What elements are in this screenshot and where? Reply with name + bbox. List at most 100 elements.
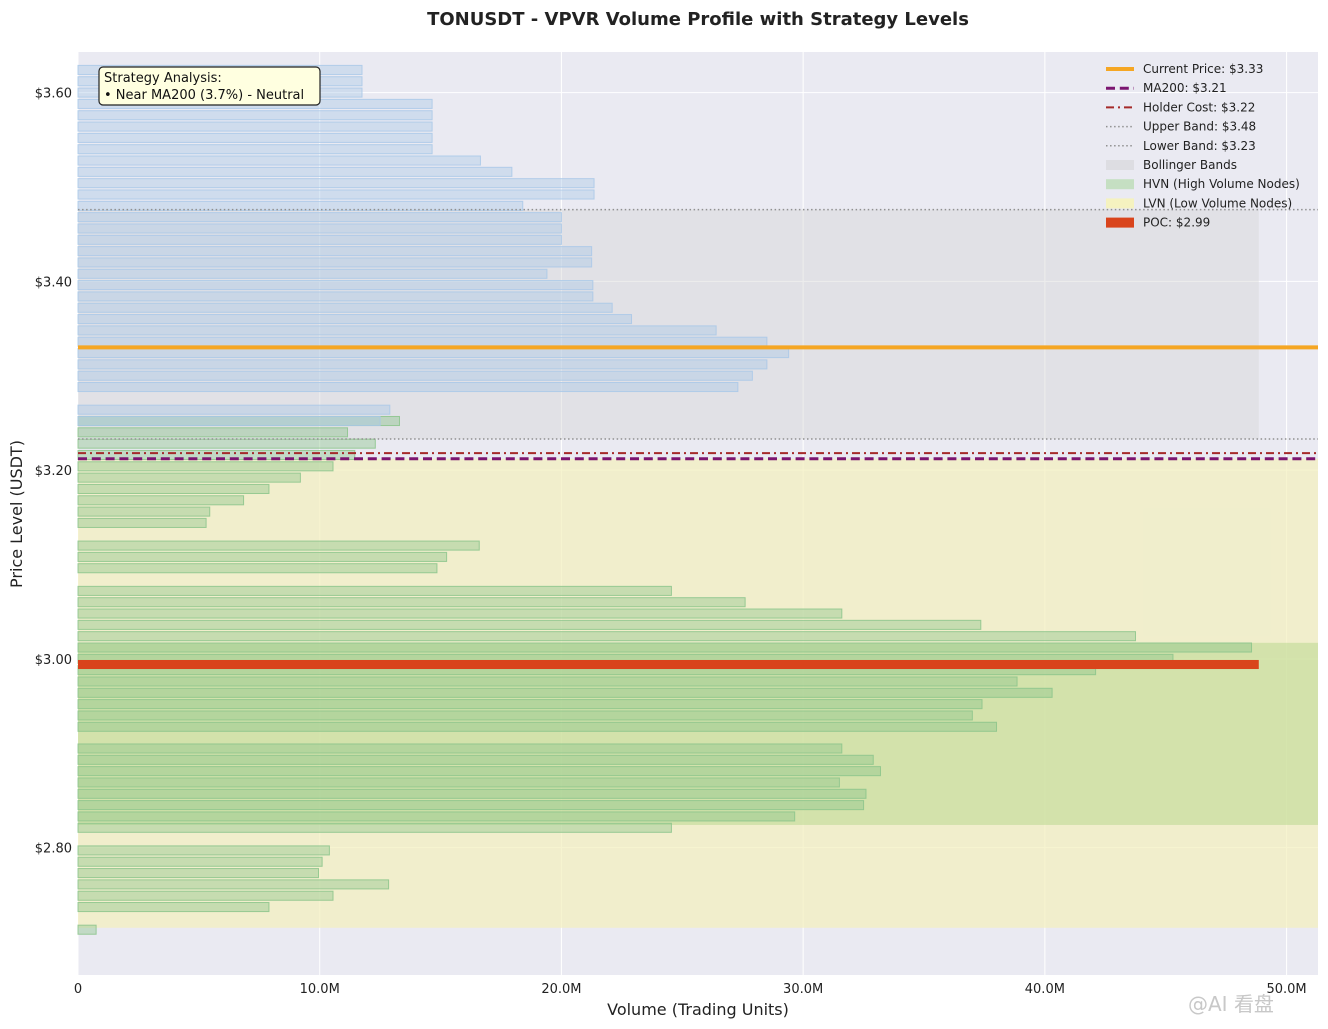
bar-0-34	[77, 483, 270, 494]
legend-label-6: HVN (High Volume Nodes)	[1143, 177, 1300, 191]
x-tick-label-3: 30.0M	[783, 982, 823, 997]
bar-0-25	[77, 608, 843, 619]
bar-0-16	[77, 710, 973, 721]
bar-0-33	[77, 495, 245, 506]
bar-0-24	[77, 619, 982, 630]
y-tick-label-0: $2.80	[35, 842, 72, 857]
bar-1-2	[77, 382, 739, 393]
bar-1-0	[77, 415, 381, 427]
bar-1-10	[77, 291, 594, 302]
bar-0-2	[77, 890, 334, 901]
bar-1-15	[77, 234, 562, 245]
bar-0-22	[77, 642, 1253, 653]
strategy-annotation: Strategy Analysis: • Near MA200 (3.7%) -…	[98, 66, 321, 106]
watermark: @AI 看盘	[1188, 992, 1274, 1016]
bar-1-26	[77, 110, 433, 121]
bar-0-0	[77, 924, 97, 935]
legend-label-2: Holder Cost: $3.22	[1143, 100, 1255, 114]
bar-0-12	[77, 766, 881, 777]
bar-0-1	[77, 902, 270, 913]
bar-1-8	[77, 314, 633, 325]
bar-1-24	[77, 132, 433, 143]
bar-0-28	[77, 563, 438, 574]
bar-0-31	[77, 517, 207, 528]
legend-swatch-8	[1106, 217, 1134, 228]
bar-0-6	[77, 845, 330, 856]
bar-1-9	[77, 302, 613, 313]
y-tick-label-4: $3.60	[35, 87, 72, 102]
bar-0-13	[77, 754, 874, 765]
chart-title: TONUSDT - VPVR Volume Profile with Strat…	[427, 9, 969, 30]
y-tick-label-1: $3.00	[35, 653, 72, 668]
x-tick-label-1: 10.0M	[300, 982, 340, 997]
bar-1-20	[77, 178, 595, 189]
bar-0-10	[77, 788, 867, 799]
bar-0-30	[77, 540, 480, 551]
zones	[78, 209, 1318, 928]
bar-1-25	[77, 121, 433, 132]
axis-ticks: 0 10.0M 20.0M 30.0M 40.0M 50.0M $2.80 $3.00 $3.2…	[35, 87, 1307, 997]
y-axis-label: Price Level (USDT)	[7, 440, 26, 588]
legend-label-5: Bollinger Bands	[1143, 158, 1237, 172]
bar-0-3	[77, 879, 390, 890]
bar-1-18	[77, 200, 524, 211]
legend-swatch-6	[1106, 179, 1134, 190]
bar-1-11	[77, 280, 594, 291]
bar-0-17	[77, 699, 983, 710]
bar-0-9	[77, 800, 865, 811]
bar-0-36	[77, 461, 334, 472]
legend: Current Price: $3.33 MA200: $3.21 Holder C…	[1106, 62, 1300, 230]
poc-bar	[78, 659, 1259, 670]
bar-1-7	[77, 325, 717, 336]
legend-label-8: POC: $2.99	[1143, 216, 1210, 230]
legend-label-3: Upper Band: $3.48	[1143, 120, 1256, 134]
bar-0-8	[77, 811, 796, 822]
bar-0-35	[77, 472, 301, 483]
legend-label-7: LVN (Low Volume Nodes)	[1143, 196, 1292, 210]
price-levels	[78, 208, 1318, 461]
x-axis-label: Volume (Trading Units)	[607, 1000, 789, 1019]
bar-1-6	[77, 336, 768, 347]
legend-swatch-5	[1106, 160, 1134, 170]
bar-1-16	[77, 223, 562, 234]
bar-0-19	[77, 676, 1018, 687]
annotation-line-2: • Near MA200 (3.7%) - Neutral	[104, 88, 304, 103]
bar-0-27	[77, 585, 672, 596]
bar-0-14	[77, 743, 843, 754]
bar-1-4	[77, 359, 768, 370]
bar-0-32	[77, 506, 211, 517]
bar-1-23	[77, 144, 433, 155]
bar-0-5	[77, 856, 323, 867]
bar-1-19	[77, 189, 595, 200]
bar-1-3	[77, 370, 753, 381]
bar-1-22	[77, 155, 481, 166]
x-tick-label-5: 50.0M	[1266, 982, 1306, 997]
zone-2	[78, 642, 1318, 825]
annotation-box	[98, 66, 321, 106]
zone-0	[78, 209, 1259, 439]
x-tick-label-4: 40.0M	[1025, 982, 1065, 997]
bar-0-29	[77, 551, 448, 562]
legend-label-0: Current Price: $3.33	[1143, 62, 1263, 76]
bar-1-14	[77, 246, 593, 257]
bar-1-5	[77, 348, 790, 359]
bar-0-4	[77, 868, 320, 879]
bar-0-23	[77, 631, 1137, 642]
legend-swatch-7	[1106, 198, 1134, 209]
bar-1-13	[77, 257, 593, 268]
bar-0-7	[77, 822, 672, 833]
legend-label-1: MA200: $3.21	[1143, 81, 1227, 95]
annotation-line-1: Strategy Analysis:	[104, 71, 222, 86]
bar-1-1	[77, 404, 391, 415]
bar-0-39	[77, 427, 349, 438]
volume-bars	[77, 64, 1259, 935]
y-tick-label-2: $3.20	[35, 464, 72, 479]
y-tick-label-3: $3.40	[35, 275, 72, 290]
bar-1-17	[77, 212, 562, 223]
x-tick-label-2: 20.0M	[541, 982, 581, 997]
bar-1-12	[77, 268, 548, 279]
x-tick-label-0: 0	[74, 982, 82, 997]
bar-0-26	[77, 597, 746, 608]
legend-label-4: Lower Band: $3.23	[1143, 139, 1256, 153]
